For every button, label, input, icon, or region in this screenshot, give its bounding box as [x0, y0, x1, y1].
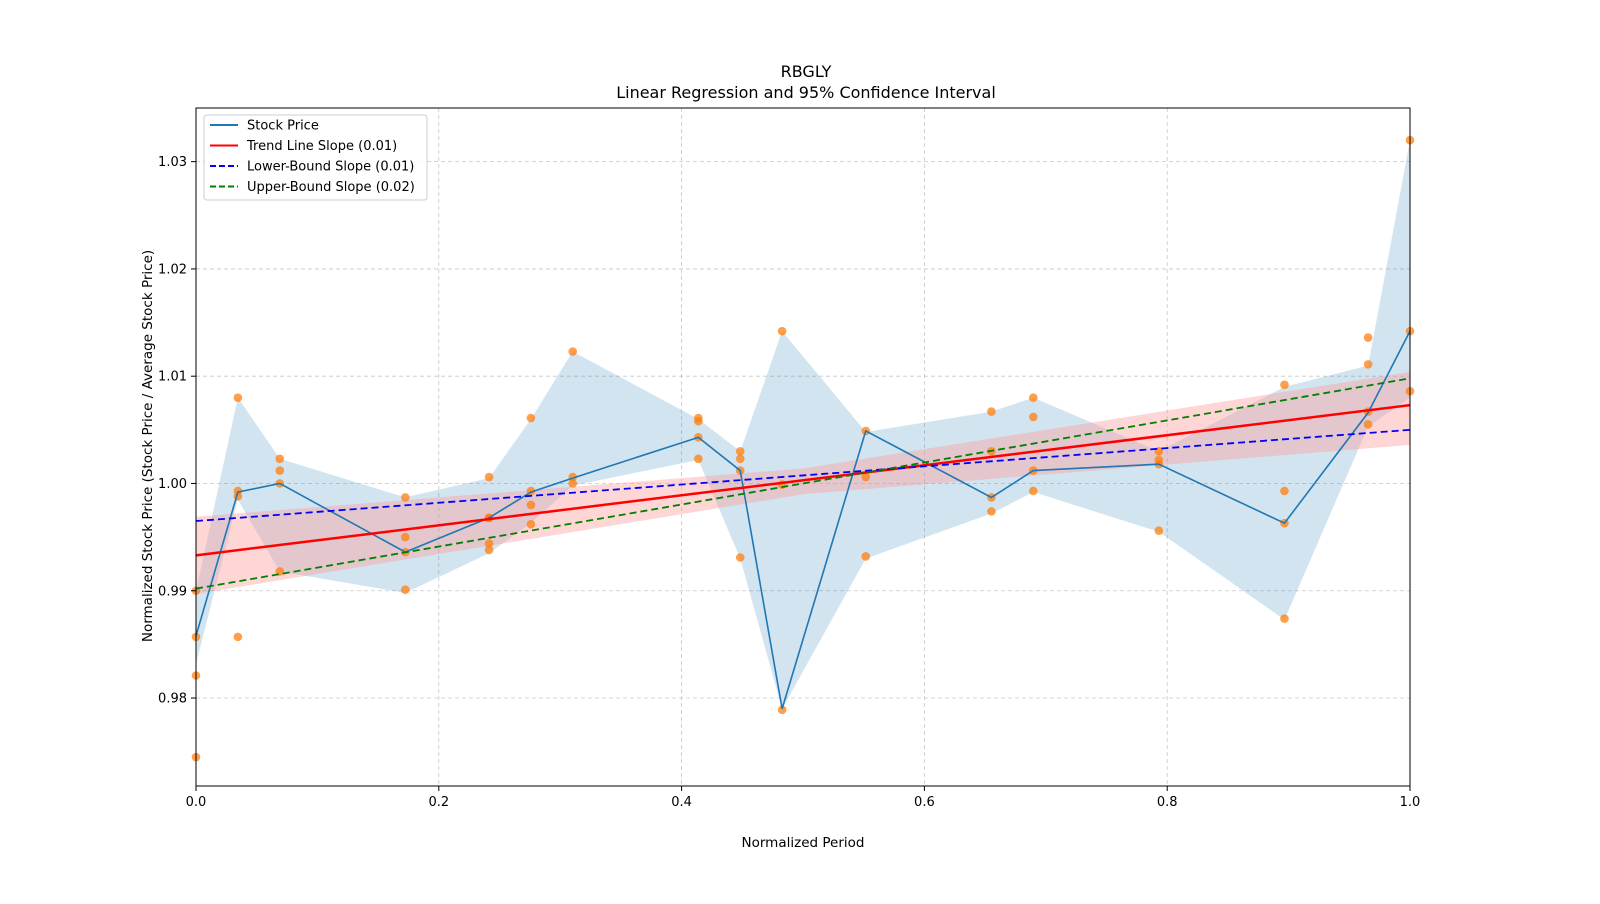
- lower-bound-line: [195, 428, 1411, 522]
- scatter-point-53: [1154, 526, 1164, 535]
- scatter-point-49: [1028, 486, 1038, 496]
- scatter-point-23: [526, 500, 536, 510]
- scatter-point-25: [568, 347, 578, 356]
- x-tick-label-4: 0.8: [1157, 795, 1178, 810]
- scatter-point-47: [1028, 412, 1038, 422]
- scatter-point-8: [275, 454, 285, 464]
- x-tick-label-1: 0.2: [428, 795, 449, 810]
- scatter-point-46: [1028, 393, 1038, 402]
- y-tick-label-3: 1.01: [158, 370, 187, 385]
- tick-layer: 0.0 0.2 0.4 0.6 0.8 1.0 0.98 0.99 1.00 1.01 1.02 1.…: [158, 155, 1420, 810]
- grid-layer: [195, 108, 1411, 786]
- price-confidence-band: [196, 140, 1410, 709]
- scatter-point-38: [777, 705, 787, 715]
- chart-subtitle: Linear Regression and 95% Confidence Int…: [616, 83, 996, 102]
- scatter-point-54: [1280, 380, 1289, 390]
- legend-label-1: Trend Line Slope (0.01): [246, 139, 397, 154]
- legend-label-0: Stock Price: [247, 119, 319, 134]
- scatter-point-57: [1280, 614, 1289, 623]
- y-tick-label-0: 0.98: [158, 692, 187, 707]
- scatter-point-32: [735, 446, 745, 456]
- scatter-point-7: [233, 632, 243, 642]
- trend-line: [195, 403, 1411, 557]
- scatter-point-21: [526, 413, 536, 423]
- y-tick-label-5: 1.03: [158, 155, 187, 170]
- x-axis-label: Normalized Period: [742, 835, 865, 851]
- y-tick-label-2: 1.00: [158, 477, 187, 492]
- scatter-point-36: [777, 326, 787, 336]
- scatter-point-24: [526, 519, 536, 529]
- scatter-point-33: [735, 454, 745, 464]
- y-tick-label-4: 1.02: [158, 262, 187, 277]
- x-tick-label-2: 0.4: [671, 795, 692, 810]
- scatter-point-45: [987, 507, 996, 516]
- scatter-point-35: [735, 553, 745, 562]
- plot-area-frame: [195, 107, 1411, 787]
- scatter-point-29: [694, 416, 703, 426]
- scatter-point-15: [400, 585, 410, 594]
- scatter-point-41: [861, 552, 871, 561]
- legend-box: [203, 114, 428, 201]
- data-layer: [191, 135, 1415, 762]
- scatter-point-42: [987, 407, 996, 416]
- x-tick-label-5: 1.0: [1400, 795, 1421, 810]
- scatter-point-55: [1280, 486, 1289, 496]
- scatter-point-18: [484, 539, 494, 548]
- stock-price-line: [195, 330, 1411, 709]
- scatter-point-59: [1363, 360, 1373, 369]
- x-tick-label-0: 0.0: [186, 795, 207, 810]
- legend: Stock Price Trend Line Slope (0.01) Lower-…: [203, 114, 428, 201]
- legend-label-2: Lower-Bound Slope (0.01): [247, 160, 414, 175]
- scatter-point-61: [1363, 420, 1373, 429]
- scatter-point-40: [861, 472, 871, 482]
- scatter-point-4: [233, 393, 243, 402]
- x-tick-label-3: 0.6: [914, 795, 935, 810]
- chart-title: RBGLY: [781, 62, 832, 81]
- scatter-point-27: [568, 479, 578, 488]
- scatter-point-16: [484, 472, 494, 482]
- scatter-point-12: [400, 493, 410, 502]
- scatter-point-19: [484, 545, 494, 555]
- scatter-point-13: [400, 532, 410, 542]
- scatter-point-31: [694, 454, 703, 464]
- legend-label-3: Upper-Bound Slope (0.02): [247, 180, 415, 195]
- scatter-point-9: [275, 466, 285, 475]
- upper-bound-line: [195, 377, 1411, 590]
- y-axis-label: Normalized Stock Price (Stock Price / Av…: [140, 250, 156, 642]
- y-tick-label-1: 0.99: [158, 584, 187, 599]
- scatter-point-58: [1363, 333, 1373, 342]
